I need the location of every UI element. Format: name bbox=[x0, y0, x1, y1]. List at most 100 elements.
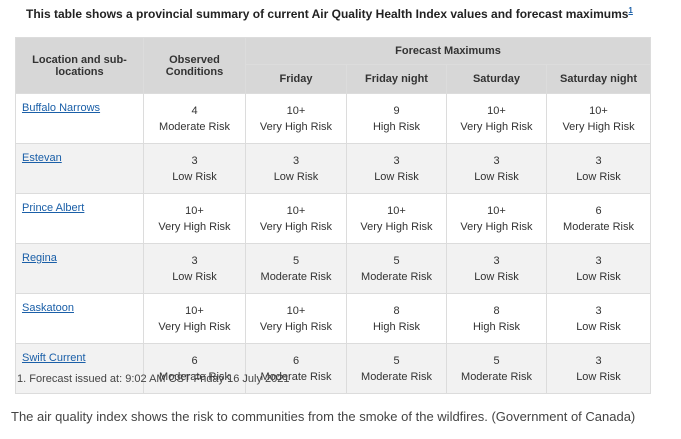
aqhi-value: 10+ bbox=[185, 204, 204, 217]
header-saturday: Saturday bbox=[446, 64, 547, 94]
forecast-footnote: 1. Forecast issued at: 9:02 AM CST Frida… bbox=[17, 373, 290, 385]
forecast-cell: 6 Moderate Risk bbox=[545, 193, 652, 244]
risk-level: Very High Risk bbox=[460, 120, 533, 133]
aqhi-value: 3 bbox=[191, 154, 198, 167]
risk-level: High Risk bbox=[372, 320, 421, 333]
aqhi-value: 3 bbox=[292, 154, 300, 167]
caption-text: This table shows a provincial summary of… bbox=[26, 7, 629, 21]
table-row: Buffalo Narrows 4 Moderate Risk 10+ Very Hig… bbox=[15, 93, 652, 144]
forecast-cell: 8 High Risk bbox=[446, 293, 547, 344]
aqhi-value: 3 bbox=[595, 254, 602, 267]
location-link[interactable]: Estevan bbox=[22, 152, 62, 164]
aqhi-value: 6 bbox=[595, 204, 602, 217]
risk-level: Very High Risk bbox=[460, 220, 533, 233]
observed-cell: 3 Low Risk bbox=[143, 243, 246, 294]
aqhi-value: 3 bbox=[191, 254, 198, 267]
forecast-cell: 10+ Very High Risk bbox=[446, 93, 547, 144]
risk-level: Low Risk bbox=[576, 370, 621, 383]
risk-level: Very High Risk bbox=[259, 320, 333, 333]
risk-level: Very High Risk bbox=[158, 320, 231, 333]
table-row: Regina 3 Low Risk 5 Moderate Risk 5 Moderate R… bbox=[15, 243, 652, 294]
aqhi-value: 10+ bbox=[487, 104, 506, 117]
table-row: Estevan 3 Low Risk 3 Low Risk 3 Low Risk 3 Low R… bbox=[15, 143, 652, 194]
risk-level: Low Risk bbox=[374, 170, 419, 183]
forecast-cell: 10+ Very High Risk bbox=[545, 93, 652, 144]
risk-level: Moderate Risk bbox=[260, 270, 332, 283]
location-cell: Regina bbox=[15, 243, 144, 294]
header-saturday-night: Saturday night bbox=[545, 64, 652, 94]
aqhi-value: 10+ bbox=[286, 104, 306, 117]
forecast-cell: 9 High Risk bbox=[346, 93, 447, 144]
observed-cell: 3 Low Risk bbox=[143, 143, 246, 194]
risk-level: Moderate Risk bbox=[361, 370, 432, 383]
forecast-cell: 3 Low Risk bbox=[446, 243, 547, 294]
forecast-cell: 5 Moderate Risk bbox=[245, 243, 347, 294]
header-friday: Friday bbox=[245, 64, 347, 94]
table-row: Saskatoon 10+ Very High Risk 10+ Very High R… bbox=[15, 293, 652, 344]
risk-level: High Risk bbox=[472, 320, 521, 333]
risk-level: Low Risk bbox=[576, 170, 621, 183]
observed-cell: 10+ Very High Risk bbox=[143, 193, 246, 244]
observed-cell: 10+ Very High Risk bbox=[143, 293, 246, 344]
forecast-cell: 10+ Very High Risk bbox=[245, 193, 347, 244]
forecast-cell: 5 Moderate Risk bbox=[346, 343, 447, 394]
risk-level: Moderate Risk bbox=[361, 270, 432, 283]
aqhi-value: 5 bbox=[493, 354, 500, 367]
risk-level: Low Risk bbox=[273, 170, 319, 183]
aqhi-value: 3 bbox=[595, 354, 602, 367]
aqhi-value: 8 bbox=[493, 304, 500, 317]
risk-level: Moderate Risk bbox=[260, 370, 332, 383]
table-row: Prince Albert 10+ Very High Risk 10+ Very Hi… bbox=[15, 193, 652, 244]
aqhi-table: Location and sub-locations Observed Cond… bbox=[15, 37, 652, 394]
location-cell: Estevan bbox=[15, 143, 144, 194]
forecast-cell: 3 Low Risk bbox=[545, 343, 652, 394]
forecast-cell: 5 Moderate Risk bbox=[446, 343, 547, 394]
location-link[interactable]: Regina bbox=[22, 252, 57, 264]
forecast-cell: 6 Moderate Risk bbox=[245, 343, 347, 394]
forecast-cell: 10+ Very High Risk bbox=[446, 193, 547, 244]
table-row: Swift Current 6 Moderate Risk 6 Moderate Ris… bbox=[15, 343, 652, 394]
aqhi-value: 3 bbox=[393, 154, 400, 167]
footnote-link[interactable]: 1 bbox=[628, 6, 633, 15]
forecast-cell: 3 Low Risk bbox=[545, 293, 652, 344]
table-caption: This table shows a provincial summary of… bbox=[26, 6, 633, 21]
risk-level: Moderate Risk bbox=[563, 220, 634, 233]
forecast-cell: 5 Moderate Risk bbox=[346, 243, 447, 294]
aqhi-value: 6 bbox=[191, 354, 198, 367]
aqhi-value: 5 bbox=[393, 254, 400, 267]
risk-level: Low Risk bbox=[576, 320, 621, 333]
aqhi-value: 3 bbox=[595, 154, 602, 167]
forecast-cell: 10+ Very High Risk bbox=[245, 93, 347, 144]
location-link[interactable]: Prince Albert bbox=[22, 202, 85, 214]
aqhi-value: 9 bbox=[393, 104, 400, 117]
observed-cell: 6 Moderate Risk bbox=[143, 343, 246, 394]
risk-level: Low Risk bbox=[474, 270, 519, 283]
aqhi-value: 10+ bbox=[286, 304, 306, 317]
header-forecast-maximums: Forecast Maximums bbox=[244, 37, 652, 65]
risk-level: Moderate Risk bbox=[159, 370, 230, 383]
aqhi-value: 10+ bbox=[185, 304, 204, 317]
forecast-cell: 8 High Risk bbox=[346, 293, 447, 344]
location-link[interactable]: Buffalo Narrows bbox=[22, 102, 101, 114]
risk-level: Low Risk bbox=[474, 170, 519, 183]
aqhi-value: 5 bbox=[393, 354, 400, 367]
location-cell: Prince Albert bbox=[15, 193, 144, 244]
risk-level: Very High Risk bbox=[562, 120, 635, 133]
risk-level: Low Risk bbox=[172, 270, 217, 283]
header-observed: Observed Conditions bbox=[143, 37, 246, 94]
aqhi-value: 3 bbox=[595, 304, 602, 317]
aqhi-value: 6 bbox=[292, 354, 300, 367]
risk-level: Low Risk bbox=[172, 170, 217, 183]
aqhi-value: 10+ bbox=[487, 204, 506, 217]
observed-cell: 4 Moderate Risk bbox=[143, 93, 246, 144]
forecast-cell: 3 Low Risk bbox=[545, 143, 652, 194]
location-cell: Buffalo Narrows bbox=[15, 93, 144, 144]
location-link[interactable]: Swift Current bbox=[22, 352, 86, 364]
forecast-cell: 3 Low Risk bbox=[545, 243, 652, 294]
location-link[interactable]: Saskatoon bbox=[22, 302, 74, 314]
forecast-cell: 3 Low Risk bbox=[446, 143, 547, 194]
aqhi-value: 3 bbox=[493, 154, 500, 167]
header-location: Location and sub-locations bbox=[15, 37, 144, 94]
aqhi-value: 4 bbox=[191, 104, 198, 117]
